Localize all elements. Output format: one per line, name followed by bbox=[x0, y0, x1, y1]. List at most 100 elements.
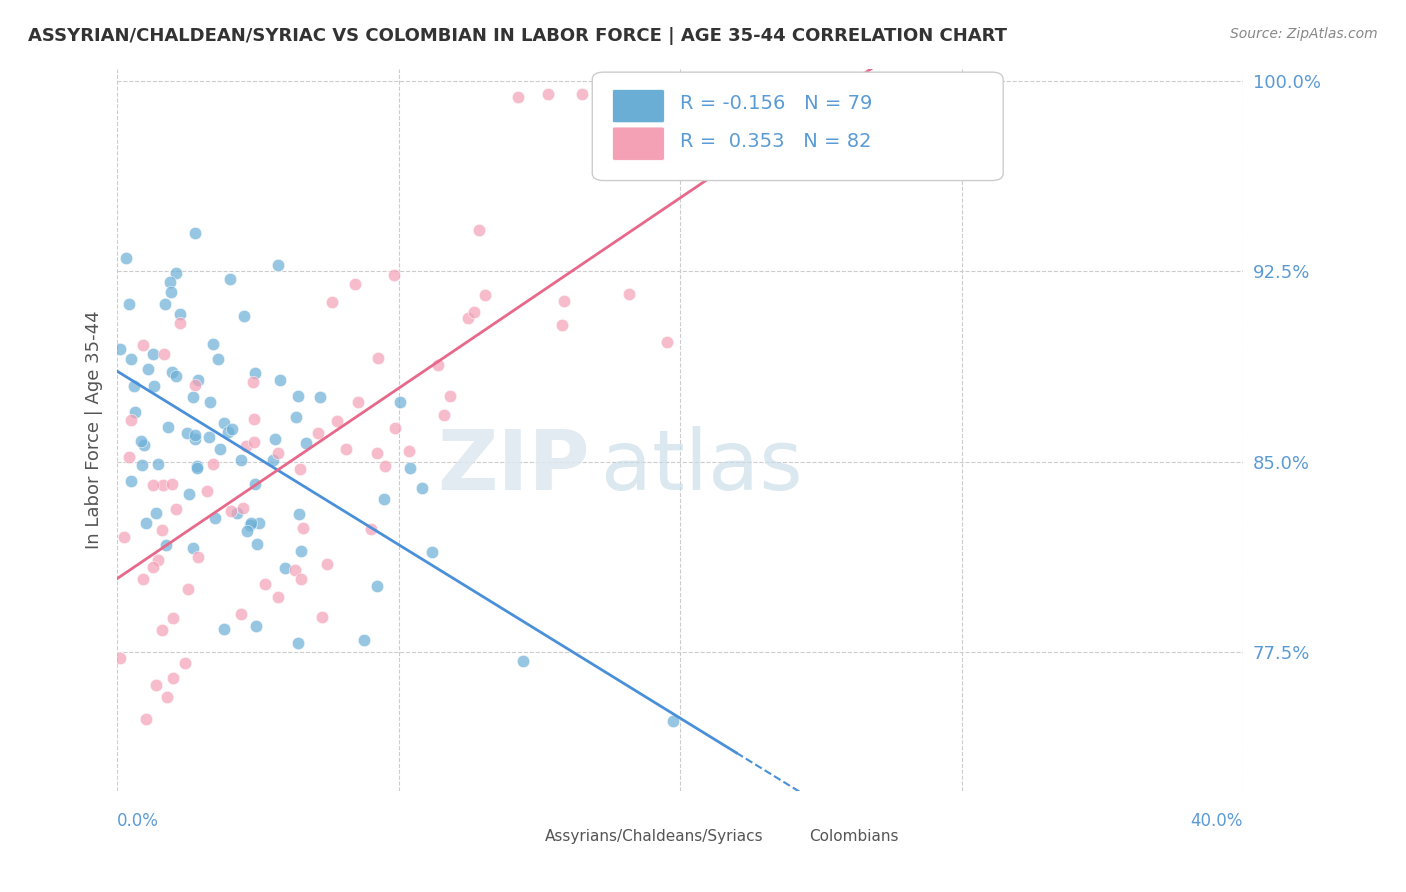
Point bbox=[162, 476, 184, 491]
Point bbox=[110, 650, 132, 665]
Point bbox=[242, 375, 264, 389]
Point bbox=[373, 491, 395, 506]
Point bbox=[165, 368, 187, 383]
Point bbox=[221, 422, 243, 436]
Point bbox=[198, 394, 221, 409]
Point bbox=[141, 559, 163, 574]
Point bbox=[243, 366, 266, 380]
Point bbox=[229, 607, 252, 622]
Point bbox=[404, 54, 426, 68]
Point bbox=[115, 251, 138, 265]
Text: atlas: atlas bbox=[602, 425, 803, 507]
Point bbox=[233, 309, 256, 323]
Point bbox=[269, 373, 291, 387]
Point bbox=[129, 434, 152, 449]
Point bbox=[181, 390, 204, 404]
Point bbox=[287, 636, 309, 650]
Point bbox=[285, 409, 308, 424]
Point bbox=[156, 690, 179, 704]
Text: R = -0.156   N = 79: R = -0.156 N = 79 bbox=[681, 95, 873, 113]
Y-axis label: In Labor Force | Age 35-44: In Labor Force | Age 35-44 bbox=[86, 310, 103, 549]
Point bbox=[145, 678, 167, 692]
Point bbox=[108, 835, 131, 849]
Point bbox=[204, 511, 226, 525]
Point bbox=[245, 619, 267, 633]
Point bbox=[287, 507, 309, 521]
Point bbox=[307, 425, 329, 440]
Point bbox=[239, 517, 262, 532]
Point bbox=[267, 446, 290, 460]
Point bbox=[159, 276, 181, 290]
Point bbox=[290, 572, 312, 586]
Point bbox=[321, 294, 343, 309]
Point bbox=[347, 394, 370, 409]
Point bbox=[617, 286, 640, 301]
Point bbox=[384, 421, 406, 435]
Text: 40.0%: 40.0% bbox=[1191, 812, 1243, 830]
Text: R =  0.353   N = 82: R = 0.353 N = 82 bbox=[681, 132, 872, 151]
Point bbox=[184, 428, 207, 442]
FancyBboxPatch shape bbox=[613, 89, 664, 123]
Point bbox=[225, 506, 247, 520]
Point bbox=[287, 389, 309, 403]
Point bbox=[209, 442, 232, 456]
Point bbox=[184, 378, 207, 392]
Point bbox=[427, 358, 450, 372]
Point bbox=[146, 553, 169, 567]
Point bbox=[433, 408, 456, 422]
Point bbox=[343, 277, 366, 291]
Point bbox=[142, 478, 165, 492]
Point bbox=[284, 563, 307, 577]
Point bbox=[474, 287, 496, 301]
Point bbox=[176, 425, 198, 440]
Point bbox=[335, 442, 357, 456]
Point bbox=[247, 516, 270, 530]
Point bbox=[264, 432, 287, 446]
Text: Colombians: Colombians bbox=[810, 829, 898, 844]
Point bbox=[165, 502, 187, 516]
Point bbox=[353, 633, 375, 648]
Point bbox=[124, 379, 146, 393]
Point bbox=[367, 351, 389, 365]
Point bbox=[389, 395, 412, 409]
Point bbox=[157, 419, 180, 434]
Point bbox=[512, 654, 534, 668]
Point bbox=[243, 435, 266, 450]
Point bbox=[135, 516, 157, 530]
Point bbox=[326, 414, 349, 428]
Point bbox=[1125, 49, 1147, 63]
Point bbox=[184, 226, 207, 240]
Point bbox=[457, 310, 479, 325]
Point bbox=[274, 561, 297, 575]
Point bbox=[662, 714, 685, 729]
Point bbox=[382, 268, 405, 283]
Point bbox=[266, 590, 288, 604]
Point bbox=[309, 390, 332, 404]
Point bbox=[120, 351, 142, 366]
Point bbox=[374, 458, 396, 473]
Point bbox=[186, 460, 208, 475]
Point bbox=[120, 475, 142, 489]
Point bbox=[136, 362, 159, 376]
Point bbox=[150, 523, 173, 537]
Point bbox=[162, 611, 184, 625]
Point bbox=[149, 835, 172, 849]
Point bbox=[177, 487, 200, 501]
Point bbox=[153, 347, 176, 361]
Point bbox=[360, 522, 382, 536]
Point bbox=[294, 435, 316, 450]
Point bbox=[183, 432, 205, 446]
Point bbox=[120, 413, 142, 427]
Point bbox=[135, 712, 157, 726]
Point bbox=[169, 316, 191, 330]
Point bbox=[1056, 49, 1078, 63]
Point bbox=[366, 579, 388, 593]
Point bbox=[212, 416, 235, 430]
Point bbox=[219, 271, 242, 285]
Point bbox=[152, 478, 174, 492]
FancyBboxPatch shape bbox=[505, 827, 534, 847]
Point bbox=[131, 458, 153, 473]
Point bbox=[550, 318, 572, 333]
Point bbox=[132, 338, 155, 352]
Point bbox=[1149, 49, 1171, 63]
